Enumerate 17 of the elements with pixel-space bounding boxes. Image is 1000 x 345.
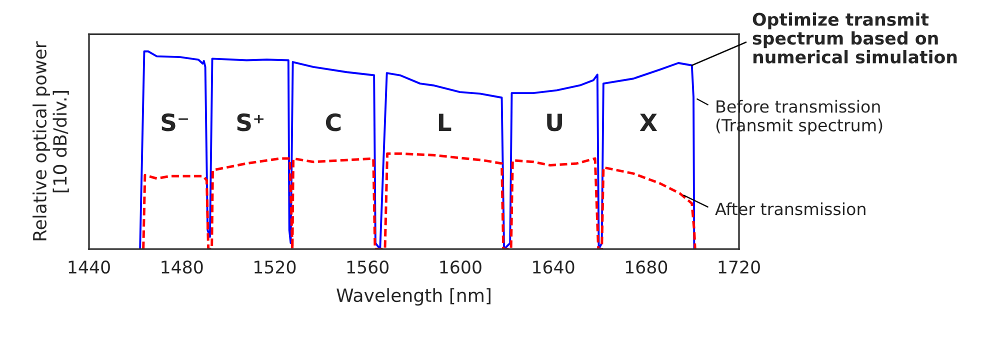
annotation: S⁻ [162, 113, 188, 132]
x-tick-label: 1680 [626, 260, 668, 274]
annotation: S⁺ [237, 113, 264, 132]
x-tick-label: 1720 [718, 260, 760, 274]
annotation: C [326, 113, 341, 132]
x-tick-label: 1600 [440, 260, 482, 274]
annotation: X [640, 114, 658, 131]
x-axis-title: Wavelength [nm] [336, 288, 490, 306]
x-tick-label: 1480 [162, 260, 203, 274]
annotation: Optimize transmit spectrum based on numerical simulation [752, 12, 957, 64]
annotation: L [438, 114, 452, 131]
annotation: U [547, 114, 562, 132]
x-tick-label: 1560 [347, 260, 389, 274]
y-axis-title: Relative optical power [10 dB/div.] [32, 41, 69, 240]
x-tick-label: 1440 [68, 260, 110, 274]
x-tick-label: 1640 [533, 260, 574, 274]
x-tick-label: 1520 [254, 260, 296, 274]
